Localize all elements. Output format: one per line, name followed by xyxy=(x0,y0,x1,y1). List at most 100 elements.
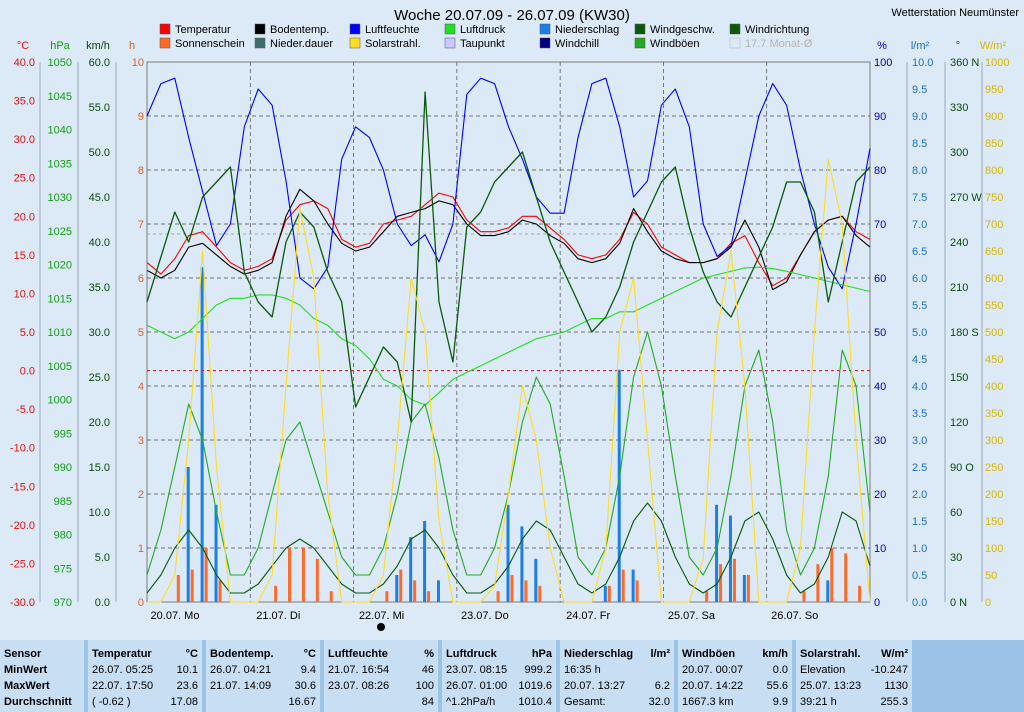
axis-tick-label: 7.5 xyxy=(912,192,927,204)
axis-unit-label: hPa xyxy=(50,40,70,52)
stats-cell: 16.67 xyxy=(210,694,316,710)
stats-cell-label: Windböen xyxy=(682,648,736,660)
stats-cell-value: 1019.6 xyxy=(518,680,552,692)
bar-niederschlag xyxy=(436,580,440,602)
stats-header: Solarstrahl. W/m² xyxy=(800,646,908,662)
axis-tick-label: 1040 xyxy=(48,125,72,137)
bar-sonnenschein xyxy=(274,585,278,602)
axis-tick-label: 800 xyxy=(985,165,1003,177)
axis-tick-label: 1045 xyxy=(48,91,72,103)
bar-sonnenschein xyxy=(413,580,417,602)
bar-niederschlag xyxy=(631,569,635,602)
axis-tick-label: 6.5 xyxy=(912,246,927,258)
axis-tick-label: 200 xyxy=(985,489,1003,501)
stats-cell-label: 26.07. 05:25 xyxy=(92,664,154,676)
x-tick-label: 26.07. So xyxy=(771,610,818,622)
stats-cell-value: 55.6 xyxy=(766,680,788,692)
legend-swatch xyxy=(444,37,456,49)
stats-cell: 20.07. 13:27 6.2 xyxy=(564,678,670,694)
stats-cell: 23.07. 08:26 100 xyxy=(328,678,434,694)
axis-tick-label: 300 xyxy=(985,435,1003,447)
axis-tick-label: 7 xyxy=(138,219,144,231)
station-name: Wetterstation Neumünster xyxy=(891,7,1019,19)
legend-label: Windchill xyxy=(555,38,599,50)
axis-tick-label: 120 xyxy=(950,417,968,429)
bar-sonnenschein xyxy=(329,591,333,602)
stats-cell-label: Elevation xyxy=(800,664,846,676)
bar-sonnenschein xyxy=(746,575,750,602)
axis-tick-label: 600 xyxy=(985,273,1003,285)
bar-sonnenschein xyxy=(301,548,305,602)
axis-tick-label: 100 xyxy=(874,57,892,69)
stats-cell-label: Luftfeuchte xyxy=(328,648,388,660)
legend-swatch xyxy=(349,37,361,49)
bar-sonnenschein xyxy=(288,548,292,602)
stats-cell: 16:35 h xyxy=(564,662,670,678)
series-line-bodentemp xyxy=(146,188,871,291)
axis-tick-label: 1000 xyxy=(985,57,1009,69)
x-tick-label: 20.07. Mo xyxy=(151,610,200,622)
stats-cell-label: 21.07. 14:09 xyxy=(210,680,272,692)
axis-tick-label: 0.5 xyxy=(912,570,927,582)
stats-cell-value: 46 xyxy=(421,664,434,676)
axis-tick-label: 975 xyxy=(54,563,72,575)
stats-cell-value: 1130 xyxy=(884,680,908,692)
x-tick-label: 22.07. Mi xyxy=(359,610,404,622)
axis-tick-label: 60 xyxy=(874,273,886,285)
legend-swatch xyxy=(539,37,551,49)
legend-label: Niederschlag xyxy=(555,24,619,36)
axis-tick-label: 40.0 xyxy=(89,237,110,249)
axis-tick-label: 50 xyxy=(874,327,886,339)
legend-swatch xyxy=(729,23,741,35)
stats-cell-value: km/h xyxy=(762,648,788,660)
bar-sonnenschein xyxy=(732,558,736,602)
stats-cell: 26.07. 05:25 10.1 xyxy=(92,662,198,678)
stats-cell-label: 20.07. 00:07 xyxy=(682,664,744,676)
axis-tick-label: 20.0 xyxy=(89,417,110,429)
axis-tick-label: 980 xyxy=(54,530,72,542)
axis-tick-label: 1 xyxy=(138,543,144,555)
bar-sonnenschein xyxy=(830,548,834,602)
legend-label: Windrichtung xyxy=(745,24,809,36)
bar-sonnenschein xyxy=(399,569,403,602)
stats-cell-label: 22.07. 17:50 xyxy=(92,680,154,692)
stats-cell: 26.07. 01:00 1019.6 xyxy=(446,678,552,694)
bar-sonnenschein xyxy=(719,564,723,602)
axis-tick-label: -10.0 xyxy=(10,443,35,455)
axis-tick-label: 1050 xyxy=(48,57,72,69)
stats-cell-label: Solarstrahl. xyxy=(800,648,861,660)
axis-tick-label: 990 xyxy=(54,462,72,474)
axis-tick-label: 35.0 xyxy=(89,282,110,294)
axis-unit-label: °C xyxy=(17,40,29,52)
axis-tick-label: 10.0 xyxy=(89,507,110,519)
axis-tick-label: 9.0 xyxy=(912,111,927,123)
axis-tick-label: 30.0 xyxy=(14,134,35,146)
bar-sonnenschein xyxy=(607,585,611,602)
stats-cell-value: 10.1 xyxy=(176,664,198,676)
axis-tick-label: 180 S xyxy=(950,327,979,339)
axis-tick-label: -20.0 xyxy=(10,520,35,532)
axis-tick-label: 1005 xyxy=(48,361,72,373)
axis-tick-label: 1020 xyxy=(48,260,72,272)
bar-sonnenschein xyxy=(858,585,862,602)
axis-tick-label: 4.5 xyxy=(912,354,927,366)
bar-sonnenschein xyxy=(176,575,180,602)
weather-chart: 20.07. Mo 21.07. Di 22.07. Mi 23.07. Do 24.0… xyxy=(10,7,1019,631)
legend-swatch xyxy=(349,23,361,35)
bar-niederschlag xyxy=(200,267,204,602)
stats-cell-label: 20.07. 13:27 xyxy=(564,680,626,692)
stats-cell-value: 30.6 xyxy=(294,680,316,692)
stats-header: Bodentemp. °C xyxy=(210,646,316,662)
x-tick-label: 21.07. Di xyxy=(256,610,300,622)
stats-cell: 84 xyxy=(328,694,434,710)
axis-tick-label: 80 xyxy=(874,165,886,177)
axis-tick-label: 25.0 xyxy=(89,372,110,384)
stats-cell: 25.07. 13:23 1130 xyxy=(800,678,908,694)
stats-cell-value: °C xyxy=(303,648,316,660)
axis-tick-label: 25.0 xyxy=(14,173,35,185)
stats-cell-label: Niederschlag xyxy=(564,648,634,660)
legend-swatch xyxy=(254,23,266,35)
axis-tick-label: 90 xyxy=(874,111,886,123)
axis-tick-label: 10 xyxy=(132,57,144,69)
axis-tick-label: 100 xyxy=(985,543,1003,555)
